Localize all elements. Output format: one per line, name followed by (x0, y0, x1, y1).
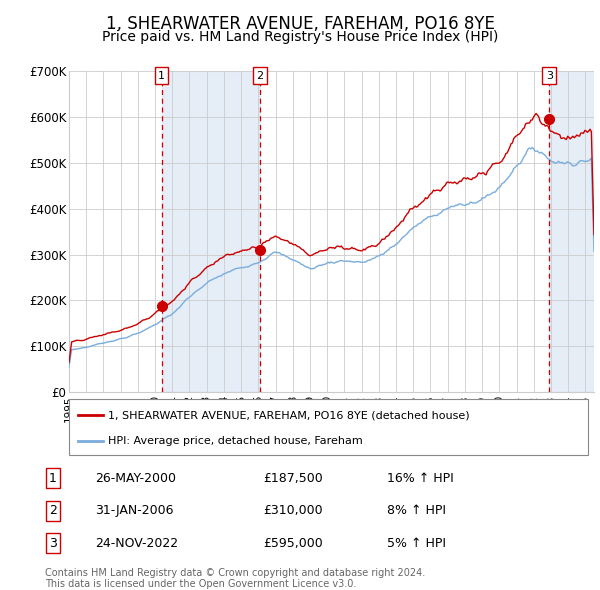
Text: Price paid vs. HM Land Registry's House Price Index (HPI): Price paid vs. HM Land Registry's House … (102, 30, 498, 44)
Text: Contains HM Land Registry data © Crown copyright and database right 2024.
This d: Contains HM Land Registry data © Crown c… (45, 568, 425, 589)
Text: 3: 3 (546, 71, 553, 81)
Text: £187,500: £187,500 (263, 471, 323, 485)
Text: 2: 2 (49, 504, 57, 517)
Text: 1, SHEARWATER AVENUE, FAREHAM, PO16 8YE: 1, SHEARWATER AVENUE, FAREHAM, PO16 8YE (106, 15, 494, 33)
Text: 31-JAN-2006: 31-JAN-2006 (95, 504, 173, 517)
FancyBboxPatch shape (69, 399, 588, 455)
Text: HPI: Average price, detached house, Fareham: HPI: Average price, detached house, Fare… (108, 437, 362, 447)
Text: 1, SHEARWATER AVENUE, FAREHAM, PO16 8YE (detached house): 1, SHEARWATER AVENUE, FAREHAM, PO16 8YE … (108, 410, 470, 420)
Text: 24-NOV-2022: 24-NOV-2022 (95, 536, 178, 550)
Text: 1: 1 (158, 71, 165, 81)
Text: 26-MAY-2000: 26-MAY-2000 (95, 471, 176, 485)
Text: £595,000: £595,000 (263, 536, 323, 550)
Text: £310,000: £310,000 (263, 504, 323, 517)
Text: 1: 1 (49, 471, 57, 485)
Text: 3: 3 (49, 536, 57, 550)
Bar (161, 71, 260, 392)
Text: 5% ↑ HPI: 5% ↑ HPI (387, 536, 446, 550)
Text: 2: 2 (256, 71, 263, 81)
Text: 8% ↑ HPI: 8% ↑ HPI (387, 504, 446, 517)
Bar (549, 71, 594, 392)
Text: 16% ↑ HPI: 16% ↑ HPI (387, 471, 454, 485)
